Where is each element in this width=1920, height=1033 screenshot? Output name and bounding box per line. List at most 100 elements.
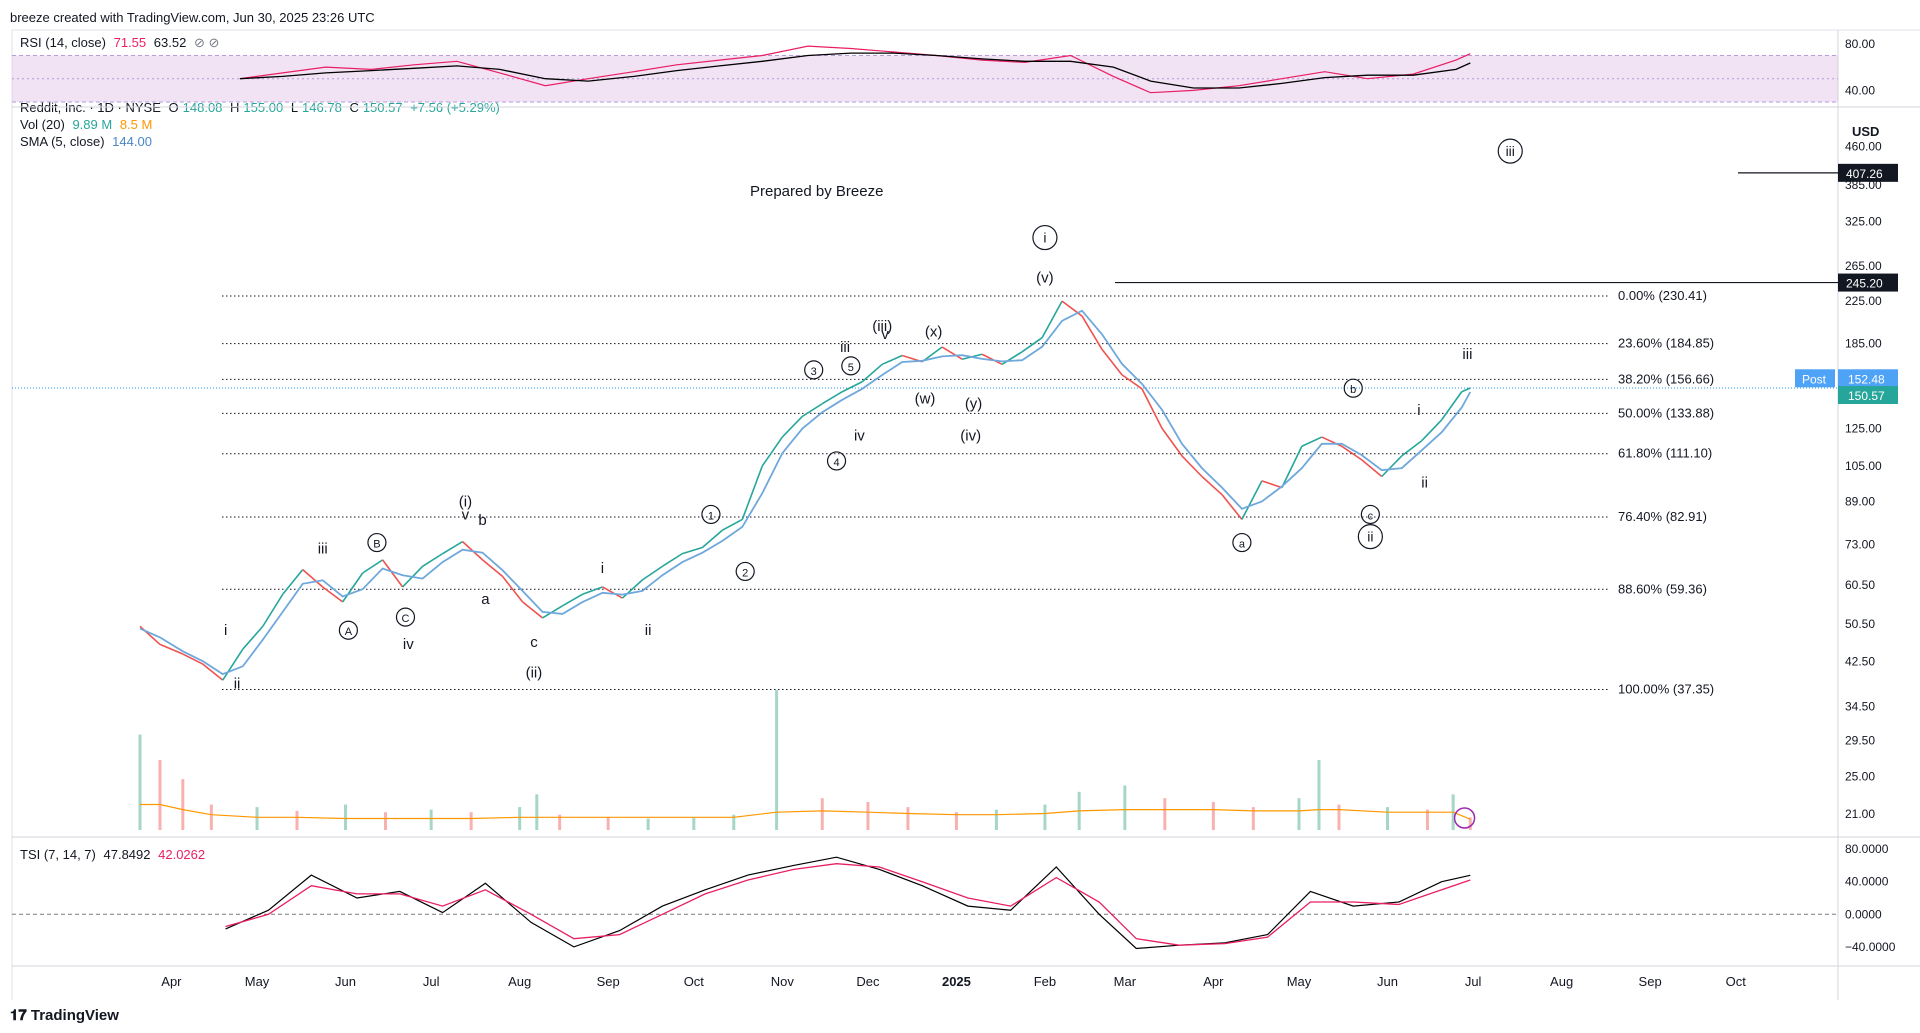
rsi-ma-value: 63.52 bbox=[153, 35, 187, 50]
price-segment bbox=[222, 648, 244, 681]
volume-bar bbox=[606, 817, 610, 830]
wave-label: ii bbox=[1367, 529, 1373, 545]
wave-label: (iv) bbox=[960, 428, 981, 445]
price-segment bbox=[322, 586, 344, 603]
tsi-panel: 80.0000 40.0000 0.0000 −40.0000 bbox=[12, 842, 1896, 954]
wave-label: i bbox=[1043, 230, 1046, 246]
price-segment bbox=[801, 403, 823, 418]
price-segment bbox=[1101, 348, 1123, 376]
volume-bar bbox=[1251, 807, 1255, 830]
time-axis-label: 2025 bbox=[942, 974, 971, 989]
price-segment bbox=[1441, 391, 1463, 421]
price-segment bbox=[1361, 459, 1383, 478]
wave-label: B bbox=[373, 539, 380, 551]
wave-label-circle bbox=[1343, 378, 1363, 398]
price-tick-label: 460.00 bbox=[1845, 140, 1882, 154]
volume-bar bbox=[1211, 802, 1215, 830]
wave-label-circle bbox=[1232, 532, 1252, 553]
tradingview-logo[interactable]: 𝟏𝟕 TradingView bbox=[10, 1007, 119, 1024]
wave-label: (i) bbox=[459, 494, 472, 511]
price-tick-label: 50.50 bbox=[1845, 617, 1875, 631]
price-segment bbox=[362, 559, 384, 574]
time-axis-label: Aug bbox=[1550, 974, 1573, 989]
wave-label-circle bbox=[826, 451, 847, 471]
price-segment bbox=[881, 354, 903, 366]
price-tick-label: 385.00 bbox=[1845, 178, 1882, 192]
volume-bar bbox=[866, 802, 870, 830]
volume-bar bbox=[994, 809, 998, 830]
rsi-value: 71.55 bbox=[113, 35, 147, 50]
price-tick-label: 60.50 bbox=[1845, 578, 1875, 592]
wave-label: iii bbox=[840, 339, 850, 356]
fib-level-label: 23.60% (184.85) bbox=[1618, 336, 1714, 351]
wave-label: c bbox=[1368, 510, 1374, 522]
volume-bar bbox=[820, 798, 824, 830]
volume-bar bbox=[1468, 817, 1472, 830]
wave-label-circle bbox=[1032, 224, 1058, 251]
price-segment bbox=[1221, 494, 1243, 520]
volume-bar bbox=[1163, 798, 1167, 830]
price-segment bbox=[1161, 427, 1183, 457]
wave-label: iii bbox=[1462, 346, 1472, 363]
wave-label-circle bbox=[1357, 524, 1383, 550]
wave-label: v bbox=[881, 326, 889, 343]
price-tick-label: 21.00 bbox=[1845, 807, 1875, 821]
tsi-signal-value: 42.0262 bbox=[158, 847, 206, 862]
volume-bar bbox=[158, 760, 162, 830]
price-tag bbox=[1838, 369, 1898, 388]
volume-ma-value: 8.5 M bbox=[119, 117, 153, 132]
price-segment bbox=[1421, 419, 1443, 442]
rsi-line bbox=[239, 45, 1471, 94]
volume-bar bbox=[535, 794, 539, 830]
price-segment bbox=[282, 569, 304, 595]
price-series bbox=[139, 300, 1472, 681]
price-segment bbox=[682, 546, 703, 555]
price-segment bbox=[1201, 475, 1223, 496]
wave-label: iii bbox=[1506, 143, 1515, 159]
wave-label: a bbox=[481, 591, 490, 608]
panel-frames bbox=[11, 29, 1920, 1000]
time-axis-label: Jun bbox=[1377, 974, 1398, 989]
time-axis-label: May bbox=[1287, 974, 1312, 989]
volume-bar bbox=[209, 804, 213, 830]
volume-bar bbox=[558, 814, 562, 830]
price-segment bbox=[1301, 436, 1323, 448]
fibonacci-retracement: 0.00% (230.41) 23.60% (184.85) 38.20% (156… bbox=[12, 163, 1898, 696]
price-segment bbox=[442, 540, 463, 555]
time-axis-label: Apr bbox=[161, 974, 182, 989]
time-axis-label: Jun bbox=[335, 974, 356, 989]
wave-label-circle bbox=[841, 356, 861, 376]
price-segment bbox=[721, 518, 743, 531]
tsi-signal-line bbox=[225, 863, 1471, 946]
volume-bar bbox=[384, 812, 388, 830]
chart-note: Prepared by Breeze bbox=[750, 183, 884, 200]
price-segment bbox=[1181, 455, 1203, 478]
tsi-line bbox=[225, 856, 1471, 950]
wave-label: (w) bbox=[915, 391, 936, 408]
time-axis-label: Oct bbox=[1726, 974, 1747, 989]
volume-bar bbox=[295, 810, 299, 830]
price-segment bbox=[342, 572, 364, 603]
visibility-icon[interactable]: ⊘ ⊘ bbox=[193, 35, 220, 50]
post-market-badge bbox=[1795, 369, 1835, 388]
time-axis-label: Mar bbox=[1114, 974, 1137, 989]
volume-bar bbox=[906, 807, 910, 830]
rsi-tick-label: 40.00 bbox=[1845, 83, 1875, 97]
time-axis-label: Aug bbox=[508, 974, 531, 989]
fib-level-label: 0.00% (230.41) bbox=[1618, 288, 1707, 303]
time-axis-label: Sep bbox=[597, 974, 620, 989]
wave-label: (y) bbox=[965, 395, 983, 412]
wave-label: (x) bbox=[925, 324, 943, 341]
sma-label: SMA (5, close) bbox=[20, 134, 105, 149]
wave-label: 1 bbox=[708, 510, 714, 522]
price-tick-label: 73.00 bbox=[1845, 538, 1875, 552]
price-segment bbox=[1401, 440, 1423, 457]
volume-panel bbox=[138, 690, 1472, 830]
wave-label-circle bbox=[338, 620, 358, 640]
volume-bar bbox=[1425, 809, 1429, 830]
volume-bar bbox=[775, 690, 779, 830]
price-segment bbox=[522, 601, 544, 619]
wave-label-circle bbox=[701, 504, 721, 525]
price-tick-label: 89.00 bbox=[1845, 495, 1875, 509]
